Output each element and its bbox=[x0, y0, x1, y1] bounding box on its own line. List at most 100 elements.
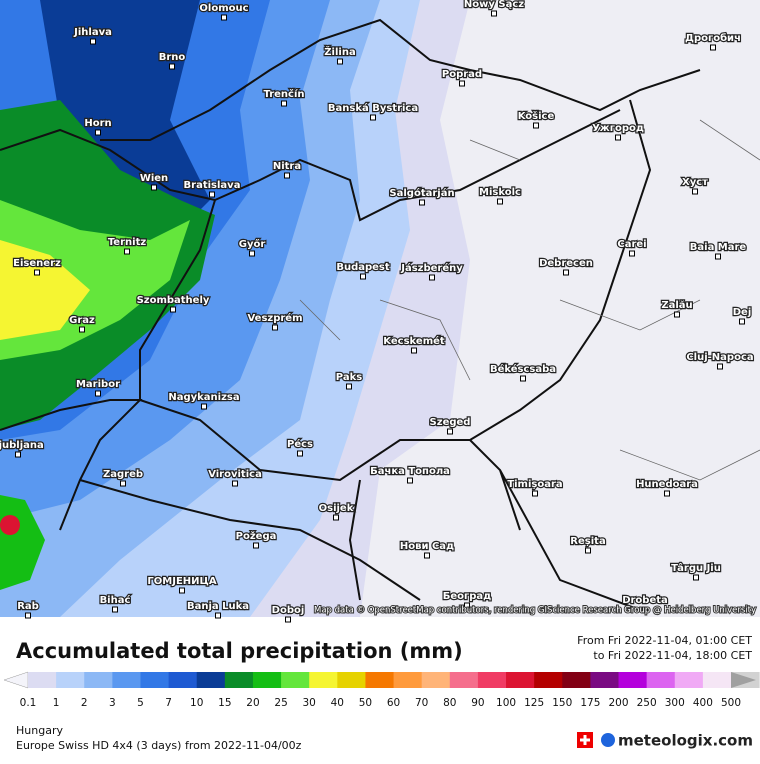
city-marker bbox=[15, 451, 21, 458]
legend-label: 80 bbox=[443, 697, 456, 709]
city-label: Požega bbox=[236, 530, 277, 542]
city-marker bbox=[642, 606, 648, 613]
city-label: Бачка Топола bbox=[370, 466, 450, 477]
city-marker bbox=[201, 403, 207, 410]
city-marker bbox=[337, 58, 343, 65]
legend-swatch bbox=[140, 672, 170, 688]
city-marker bbox=[221, 14, 227, 21]
city-marker bbox=[215, 612, 221, 619]
city-label: Hunedoara bbox=[636, 479, 698, 490]
city-marker bbox=[281, 100, 287, 107]
legend-swatch bbox=[618, 672, 648, 688]
city-marker bbox=[533, 122, 539, 129]
city-label: ГОМЈЕНИЦА bbox=[147, 576, 216, 587]
legend-label: 40 bbox=[331, 697, 344, 709]
city-marker bbox=[532, 490, 538, 497]
legend-label: 200 bbox=[608, 697, 628, 709]
legend-swatch bbox=[421, 672, 451, 688]
city-marker bbox=[497, 198, 503, 205]
city-label: Banská Bystrica bbox=[328, 102, 418, 114]
city-label: Žilina bbox=[324, 45, 355, 58]
city-marker bbox=[124, 248, 130, 255]
city-label: Ternitz bbox=[108, 237, 147, 248]
legend-swatch bbox=[590, 672, 620, 688]
legend-swatch bbox=[365, 672, 395, 688]
city-marker bbox=[715, 253, 721, 260]
city-label: Debrecen bbox=[539, 258, 593, 269]
city-marker bbox=[459, 80, 465, 87]
city-marker bbox=[90, 38, 96, 45]
city-marker bbox=[710, 44, 716, 51]
city-marker bbox=[370, 114, 376, 121]
legend-swatch bbox=[646, 672, 676, 688]
city-marker bbox=[629, 250, 635, 257]
city-label: Banja Luka bbox=[187, 601, 249, 612]
legend-swatch bbox=[84, 672, 113, 688]
city-label: Pécs bbox=[287, 438, 313, 450]
legend-swatch bbox=[449, 672, 479, 688]
legend-label: 400 bbox=[693, 697, 713, 709]
city-label: Bratislava bbox=[184, 180, 241, 191]
city-label: Doboj bbox=[272, 605, 305, 616]
city-label: Virovitica bbox=[208, 469, 262, 480]
swiss-cross bbox=[580, 735, 590, 745]
legend-label: 7 bbox=[165, 697, 172, 709]
city-marker bbox=[79, 326, 85, 333]
city-label: Târgu Jiu bbox=[671, 562, 721, 574]
legend-label: 1 bbox=[53, 697, 60, 709]
legend-label: 125 bbox=[524, 697, 544, 709]
city-marker bbox=[285, 616, 291, 623]
legend-label: 300 bbox=[665, 697, 685, 709]
legend-swatch bbox=[337, 672, 366, 688]
legend-label: 20 bbox=[246, 697, 259, 709]
city-marker bbox=[664, 490, 670, 497]
legend-swatch bbox=[309, 672, 338, 688]
city-label: Jihlava bbox=[73, 27, 112, 38]
legend-label: 25 bbox=[274, 697, 287, 709]
city-marker bbox=[360, 273, 366, 280]
city-marker bbox=[520, 375, 526, 382]
city-marker bbox=[429, 274, 435, 281]
city-label: Salgótarján bbox=[389, 187, 454, 199]
city-marker bbox=[333, 514, 339, 521]
city-label: Békéscsaba bbox=[490, 363, 556, 375]
valid-from: From Fri 2022-11-04, 01:00 CET bbox=[577, 634, 752, 647]
city-label: Jászberény bbox=[400, 262, 463, 274]
city-marker bbox=[120, 480, 126, 487]
city-marker bbox=[95, 390, 101, 397]
attribution: Map data © OpenStreetMap contributors, r… bbox=[314, 606, 756, 616]
city-marker bbox=[615, 134, 621, 141]
city-marker bbox=[25, 612, 31, 619]
legend-swatch bbox=[224, 672, 254, 688]
city-label: Graz bbox=[69, 315, 95, 326]
city-label: Szeged bbox=[430, 417, 471, 428]
city-marker bbox=[563, 269, 569, 276]
legend-swatch bbox=[534, 672, 563, 688]
city-label: Drobeta bbox=[622, 595, 668, 606]
city-label: Paks bbox=[336, 372, 362, 383]
valid-to: to Fri 2022-11-04, 18:00 CET bbox=[593, 649, 752, 662]
city-label: Дрогобич bbox=[685, 32, 741, 44]
city-marker bbox=[447, 428, 453, 435]
city-label: Nitra bbox=[273, 161, 301, 172]
city-label: Veszprém bbox=[247, 312, 302, 324]
city-marker bbox=[693, 574, 699, 581]
city-label: Szombathely bbox=[137, 295, 210, 306]
city-label: Zagreb bbox=[103, 469, 143, 480]
legend-swatch bbox=[28, 672, 57, 688]
city-label: Cluj-Napoca bbox=[686, 352, 753, 363]
region: Hungary bbox=[16, 724, 63, 737]
city-marker bbox=[209, 191, 215, 198]
legend-label: 15 bbox=[218, 697, 231, 709]
legend-label: 3 bbox=[109, 697, 116, 709]
legend-label: 250 bbox=[637, 697, 657, 709]
legend-label: 90 bbox=[471, 697, 484, 709]
city-marker bbox=[739, 318, 745, 325]
legend-label: 30 bbox=[303, 697, 316, 709]
city-label: Horn bbox=[84, 118, 111, 129]
legend-swatch bbox=[393, 672, 423, 688]
legend-swatch bbox=[674, 672, 704, 688]
city-marker bbox=[717, 363, 723, 370]
model-info: Europe Swiss HD 4x4 (3 days) from 2022-1… bbox=[16, 739, 302, 752]
city-marker bbox=[674, 311, 680, 318]
